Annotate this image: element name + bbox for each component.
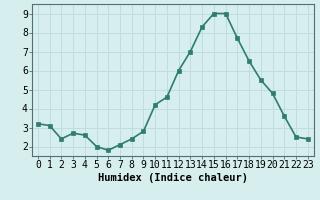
X-axis label: Humidex (Indice chaleur): Humidex (Indice chaleur): [98, 173, 248, 183]
